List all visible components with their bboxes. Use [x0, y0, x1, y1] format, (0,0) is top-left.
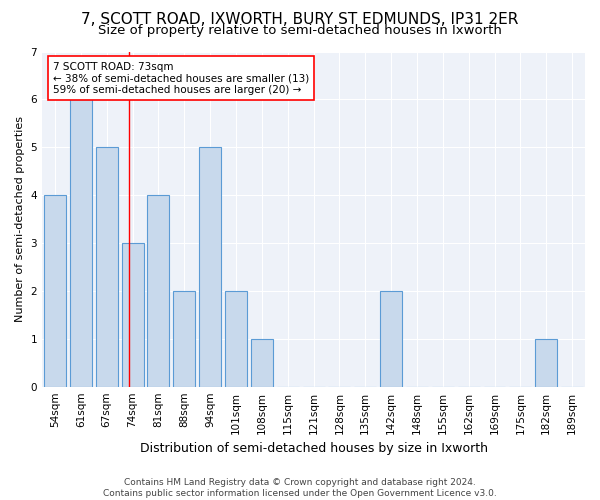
Text: 7 SCOTT ROAD: 73sqm
← 38% of semi-detached houses are smaller (13)
59% of semi-d: 7 SCOTT ROAD: 73sqm ← 38% of semi-detach…: [53, 62, 309, 95]
Bar: [148, 195, 169, 386]
Text: Contains HM Land Registry data © Crown copyright and database right 2024.
Contai: Contains HM Land Registry data © Crown c…: [103, 478, 497, 498]
Text: 7, SCOTT ROAD, IXWORTH, BURY ST EDMUNDS, IP31 2ER: 7, SCOTT ROAD, IXWORTH, BURY ST EDMUNDS,…: [82, 12, 518, 28]
Bar: [122, 243, 143, 386]
X-axis label: Distribution of semi-detached houses by size in Ixworth: Distribution of semi-detached houses by …: [140, 442, 488, 455]
Bar: [225, 291, 247, 386]
Bar: [251, 339, 273, 386]
Text: Size of property relative to semi-detached houses in Ixworth: Size of property relative to semi-detach…: [98, 24, 502, 37]
Y-axis label: Number of semi-detached properties: Number of semi-detached properties: [15, 116, 25, 322]
Bar: [380, 291, 402, 386]
Bar: [95, 148, 118, 386]
Bar: [199, 148, 221, 386]
Bar: [173, 291, 195, 386]
Bar: [44, 195, 66, 386]
Bar: [70, 100, 92, 387]
Bar: [535, 339, 557, 386]
